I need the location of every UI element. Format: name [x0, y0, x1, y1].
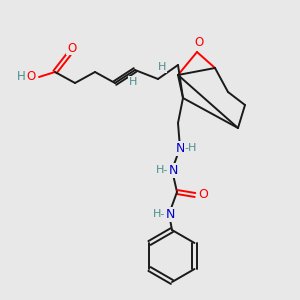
Text: H: H — [16, 70, 26, 83]
Text: H-: H- — [153, 209, 165, 219]
Text: O: O — [198, 188, 208, 202]
Text: N: N — [175, 142, 185, 154]
Text: O: O — [26, 70, 36, 83]
Text: H: H — [129, 77, 137, 87]
Text: H-: H- — [156, 165, 168, 175]
Text: N: N — [168, 164, 178, 176]
Text: H: H — [158, 62, 166, 72]
Text: O: O — [194, 37, 204, 50]
Text: N: N — [165, 208, 175, 220]
Text: O: O — [68, 41, 76, 55]
Text: -H: -H — [185, 143, 197, 153]
